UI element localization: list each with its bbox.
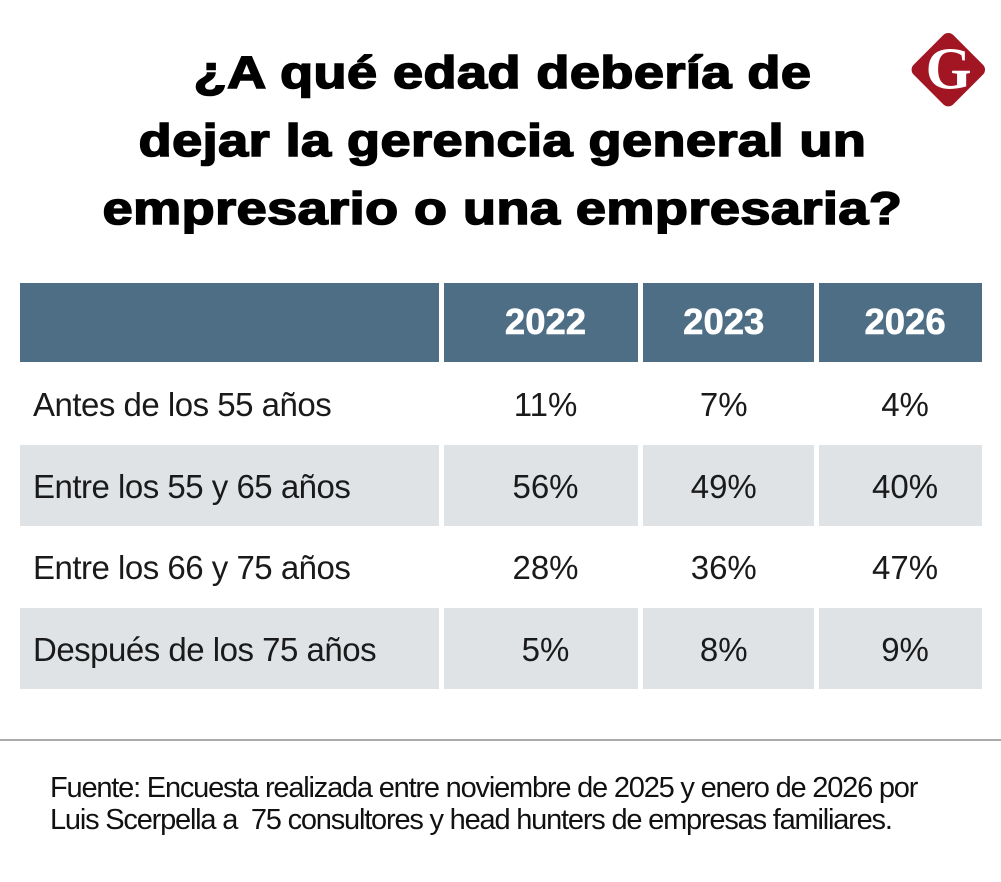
svg-text:G: G bbox=[926, 36, 972, 102]
